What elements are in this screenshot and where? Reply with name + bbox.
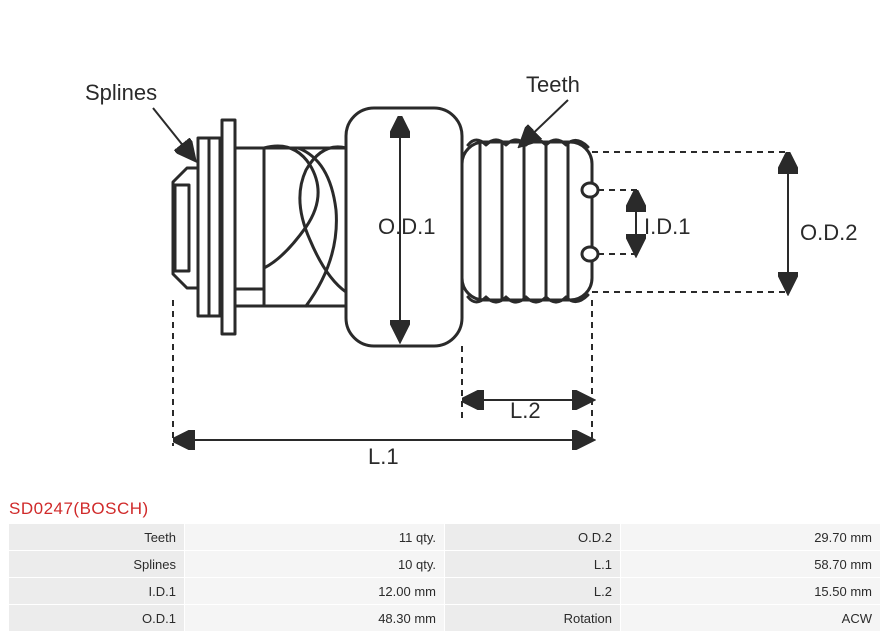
spec-label: O.D.2 [445,524,621,551]
table-row: Splines 10 qty. L.1 58.70 mm [9,551,881,578]
table-row: O.D.1 48.30 mm Rotation ACW [9,605,881,632]
label-l2: L.2 [510,398,541,423]
spec-value: 15.50 mm [621,578,881,605]
spec-value: 58.70 mm [621,551,881,578]
label-od2: O.D.2 [800,220,857,245]
label-od1: O.D.1 [378,214,435,239]
table-row: I.D.1 12.00 mm L.2 15.50 mm [9,578,881,605]
spec-value: ACW [621,605,881,632]
spec-value: 48.30 mm [185,605,445,632]
label-splines: Splines [85,80,157,105]
spec-label: I.D.1 [9,578,185,605]
label-teeth: Teeth [526,72,580,97]
label-id1: I.D.1 [644,214,690,239]
spec-value: 12.00 mm [185,578,445,605]
spec-value: 10 qty. [185,551,445,578]
spec-label: L.2 [445,578,621,605]
label-l1: L.1 [368,444,399,469]
spec-value: 29.70 mm [621,524,881,551]
specifications-table: Teeth 11 qty. O.D.2 29.70 mm Splines 10 … [8,523,881,632]
table-row: Teeth 11 qty. O.D.2 29.70 mm [9,524,881,551]
spec-value: 11 qty. [185,524,445,551]
spec-label: Teeth [9,524,185,551]
part-number-title: SD0247(BOSCH) [9,499,149,519]
spec-label: Rotation [445,605,621,632]
spec-label: Splines [9,551,185,578]
spec-label: O.D.1 [9,605,185,632]
spec-label: L.1 [445,551,621,578]
technical-diagram: Splines Teeth O.D.1 I.D.1 O.D.2 L.2 L.1 [0,0,889,495]
